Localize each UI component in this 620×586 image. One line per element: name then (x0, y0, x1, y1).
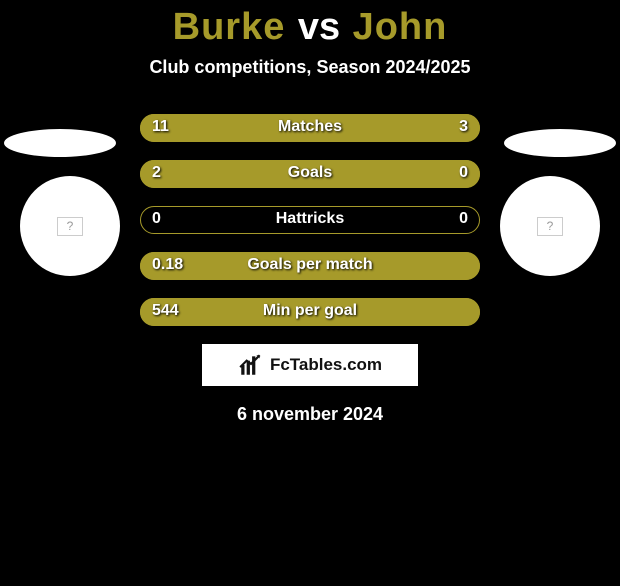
player1-team: ? (20, 176, 120, 276)
stat-row: 20Goals (140, 160, 480, 188)
stat-row: 113Matches (140, 114, 480, 142)
chart-icon (238, 352, 264, 378)
stats-bars: 113Matches 20Goals 00Hattricks 0.18Goals pe… (140, 114, 480, 326)
source-logo-text: FcTables.com (270, 355, 382, 375)
player2-name: John (353, 6, 448, 49)
vs-text: vs (298, 6, 340, 49)
player1-name: Burke (173, 6, 286, 49)
stat-label: Goals per match (140, 256, 480, 274)
date-text: 6 november 2024 (0, 404, 620, 425)
player2-team: ? (500, 176, 600, 276)
comparison-title: Burke vs John (0, 6, 620, 49)
player2-flag-icon: ? (537, 217, 563, 236)
stat-row: 544Min per goal (140, 298, 480, 326)
stat-row: 0.18Goals per match (140, 252, 480, 280)
stat-label: Min per goal (140, 302, 480, 320)
player2-portrait (504, 129, 616, 157)
stat-label: Hattricks (140, 210, 480, 228)
source-logo: FcTables.com (202, 344, 418, 386)
player1-flag-icon: ? (57, 217, 83, 236)
stat-row: 00Hattricks (140, 206, 480, 234)
stat-label: Goals (140, 164, 480, 182)
player1-portrait (4, 129, 116, 157)
stat-label: Matches (140, 118, 480, 136)
subtitle: Club competitions, Season 2024/2025 (0, 57, 620, 78)
